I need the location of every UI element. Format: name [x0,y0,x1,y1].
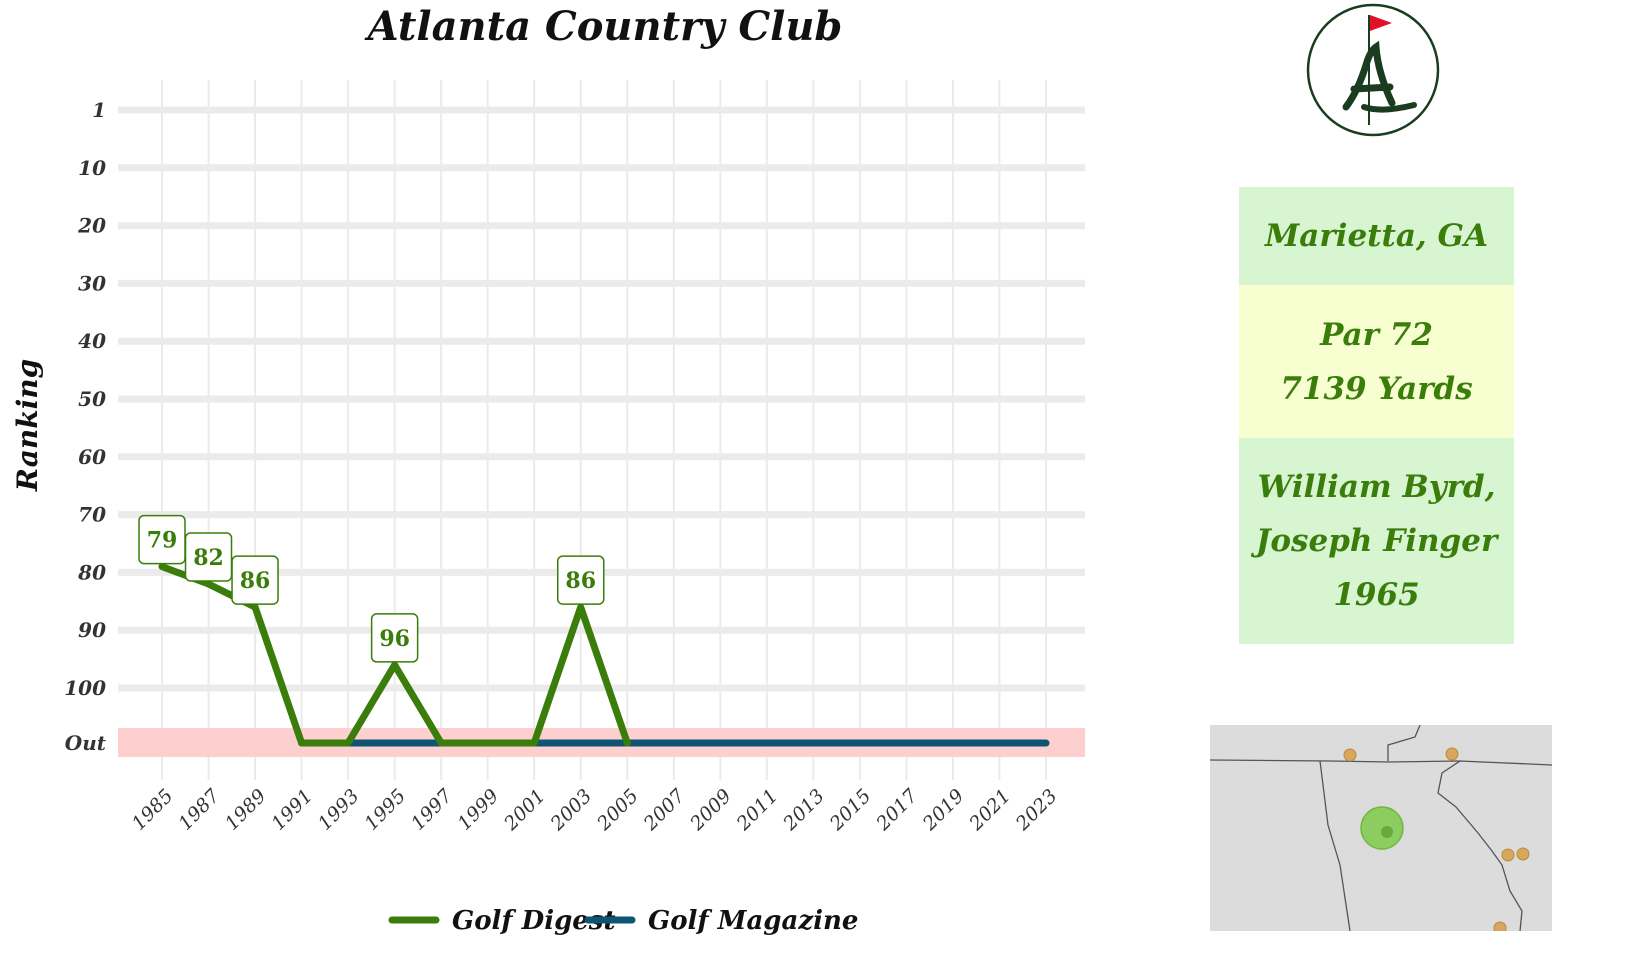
y-tick-label: 30 [78,271,106,295]
location-text: Marietta, GA [1264,218,1489,254]
y-tick-label: 80 [77,560,106,584]
data-label: 86 [240,568,271,594]
architect-text-1: William Byrd, [1257,469,1496,505]
chart-title: Atlanta Country Club [364,3,843,50]
x-tick-label: 2003 [546,785,596,835]
y-axis-label: Ranking [11,359,44,492]
x-tick-label: 2009 [685,785,735,835]
data-label-box [184,532,233,582]
x-tick-label: 2011 [732,785,782,835]
data-label: 86 [565,568,596,594]
x-tick-label: 1997 [407,784,457,834]
data-label-box [370,613,419,663]
y-tick-label: 90 [78,618,106,642]
x-tick-label: 2017 [871,784,922,835]
x-tick-label: 1989 [221,785,271,835]
location-map [1209,724,1553,935]
x-tick-label: 2023 [1011,785,1061,835]
y-tick-label: 20 [77,214,106,238]
regional-map-icon [1209,724,1553,935]
flag-monogram-icon [1306,3,1440,137]
x-tick-label: 1987 [174,784,224,834]
architect-block: William Byrd, Joseph Finger 1965 [1239,438,1514,644]
par-text: Par 72 [1320,316,1433,353]
x-tick-label: 2015 [825,785,875,835]
x-tick-label: 1993 [314,785,364,835]
course-info-panel: Marietta, GA Par 72 7139 Yards William B… [1239,187,1514,644]
x-tick-label: 1999 [453,785,503,835]
x-tick-label: 2007 [639,784,690,835]
y-tick-label: 60 [78,445,106,469]
data-labels: 79 82 86 96 86 [138,514,605,663]
y-axis-ticks: 1 10 20 30 40 50 60 70 80 90 100 Out [64,98,107,755]
location-block: Marietta, GA [1239,187,1514,285]
y-tick-label: 10 [78,156,106,180]
y-tick-label: 40 [78,329,106,353]
club-logo [1306,3,1440,137]
course-stats-block: Par 72 7139 Yards [1239,285,1514,438]
data-label: 82 [193,545,224,571]
x-axis-ticks: 1985198719891991199319951997199920012003… [128,784,1062,835]
x-tick-label: 2001 [499,785,549,835]
architect-text-2: Joseph Finger [1255,523,1498,559]
data-label-box [556,555,605,605]
data-label: 79 [147,528,178,554]
y-tick-label: 100 [64,676,106,700]
x-tick-label: 2005 [592,785,642,835]
y-tick-label: 1 [92,98,106,122]
legend: Golf Digest Golf Magazine [388,906,858,936]
data-label: 96 [379,626,410,652]
y-tick-label: 50 [78,387,106,411]
x-tick-label: 1991 [267,785,317,835]
legend-label: Golf Magazine [648,906,858,936]
x-tick-label: 2013 [778,785,828,835]
yardage-text: 7139 Yards [1280,370,1473,407]
year-text: 1965 [1333,577,1420,613]
y-tick-label: 70 [78,503,106,527]
data-label-box [231,555,279,605]
x-tick-label: 2021 [965,785,1015,835]
x-tick-label: 1995 [360,785,410,835]
x-tick-label: 2019 [918,785,968,835]
x-tick-label: 1985 [128,785,178,835]
y-tick-label: Out [65,731,107,755]
